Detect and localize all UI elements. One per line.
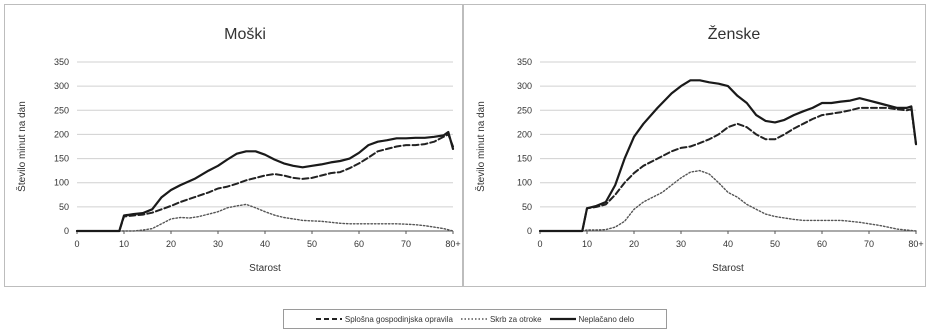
y-tick-label: 100 xyxy=(517,178,532,188)
legend-label-splosna: Splošna gospodinjska opravila xyxy=(344,314,453,324)
y-axis-label: Število minut na dan xyxy=(15,101,28,192)
x-tick-label: 30 xyxy=(676,239,686,249)
legend-label-skrb: Skrb za otroke xyxy=(489,314,542,324)
y-tick-label: 300 xyxy=(517,81,532,91)
chart-title: Ženske xyxy=(708,24,761,43)
legend: Splošna gospodinjska opravila Skrb za ot… xyxy=(283,309,667,329)
y-tick-label: 150 xyxy=(54,154,69,164)
y-tick-label: 50 xyxy=(59,202,69,212)
legend-swatch-dotted xyxy=(460,318,487,320)
x-tick-label: 40 xyxy=(723,239,733,249)
legend-swatch-dashed xyxy=(315,318,342,320)
x-tick-label: 20 xyxy=(629,239,639,249)
x-tick-label: 70 xyxy=(864,239,874,249)
y-tick-label: 0 xyxy=(64,226,69,236)
y-tick-label: 350 xyxy=(517,57,532,67)
legend-item-neplacano: Neplačano delo xyxy=(549,314,635,324)
y-tick-label: 300 xyxy=(54,81,69,91)
legend-label-neplacano: Neplačano delo xyxy=(578,314,635,324)
y-tick-label: 150 xyxy=(517,154,532,164)
series-line-dashed xyxy=(76,133,454,232)
chart-panel-moski: Moški 0 50 100 150 200 250 300 350 0 10 20 30 40 50 60 7… xyxy=(4,4,463,287)
x-tick-label: 60 xyxy=(354,239,364,249)
legend-item-splosna: Splošna gospodinjska opravila xyxy=(315,314,453,324)
series-line-dotted xyxy=(539,169,917,232)
x-tick-label: 10 xyxy=(582,239,592,249)
series-line-solid xyxy=(538,79,918,233)
y-tick-label: 250 xyxy=(517,105,532,115)
legend-item-skrb: Skrb za otroke xyxy=(460,314,542,324)
x-tick-label: 10 xyxy=(119,239,129,249)
x-tick-label: 70 xyxy=(401,239,411,249)
chart-moski: Moški 0 50 100 150 200 250 300 350 0 10 20 30 40 50 60 7… xyxy=(15,26,461,274)
y-tick-label: 100 xyxy=(54,178,69,188)
x-tick-label: 50 xyxy=(307,239,317,249)
x-axis-label: Starost xyxy=(712,263,744,274)
x-tick-label: 30 xyxy=(213,239,223,249)
x-tick-label: 0 xyxy=(74,239,79,249)
x-tick-label: 0 xyxy=(537,239,542,249)
chart-panel-zenske: Ženske 0 50 100 150 200 250 300 350 0 10 20 30 40 50 60… xyxy=(463,4,926,287)
chart-zenske: Ženske 0 50 100 150 200 250 300 350 0 10 20 30 40 50 60… xyxy=(474,24,924,274)
y-axis-label: Število minut na dan xyxy=(474,101,487,192)
y-tick-label: 200 xyxy=(54,129,69,139)
y-tick-label: 250 xyxy=(54,105,69,115)
y-tick-label: 350 xyxy=(54,57,69,67)
series-line-solid xyxy=(75,130,455,233)
series-line-dashed xyxy=(539,106,917,232)
x-tick-label: 80+ xyxy=(908,239,923,249)
y-tick-label: 200 xyxy=(517,129,532,139)
x-axis-label: Starost xyxy=(249,263,281,274)
x-tick-label: 60 xyxy=(817,239,827,249)
x-tick-label: 80+ xyxy=(445,239,460,249)
chart-title: Moški xyxy=(224,26,266,43)
x-tick-label: 40 xyxy=(260,239,270,249)
x-tick-label: 50 xyxy=(770,239,780,249)
legend-swatch-solid xyxy=(549,317,576,321)
series-line-dotted xyxy=(76,203,454,232)
y-tick-label: 50 xyxy=(522,202,532,212)
x-tick-label: 20 xyxy=(166,239,176,249)
y-tick-label: 0 xyxy=(527,226,532,236)
